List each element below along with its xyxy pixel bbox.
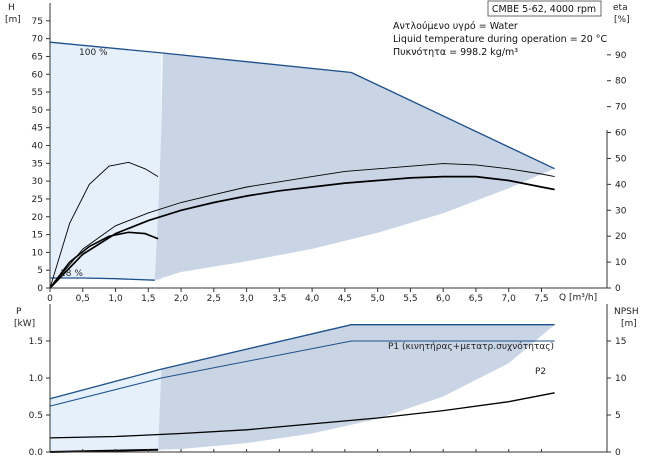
eta-tick-label: 40 bbox=[615, 180, 627, 190]
eta-tick-label: 90 bbox=[615, 51, 627, 61]
annotation-18-percent: 18 % bbox=[60, 269, 83, 279]
p1-curve bbox=[49, 324, 555, 400]
y-axis-label-npsh: NPSH bbox=[614, 307, 639, 317]
power-range-dark bbox=[158, 324, 555, 450]
x-tick-label: 4,0 bbox=[305, 294, 320, 304]
y-axis-label-eta: eta bbox=[613, 3, 628, 13]
y-tick-label: 60 bbox=[32, 70, 44, 80]
info-line-temperature: Liquid temperature during operation = 20… bbox=[393, 34, 608, 45]
chart-title: CMBE 5-62, 4000 rpm bbox=[492, 4, 596, 15]
info-line-liquid: Αντλούμενο υγρό = Water bbox=[393, 21, 518, 32]
y-tick-label: 5 bbox=[37, 266, 43, 276]
y-tick-label: 15 bbox=[32, 231, 43, 241]
info-line-density: Πυκνότητα = 998.2 kg/m³ bbox=[393, 47, 518, 58]
npsh-tick-label: 10 bbox=[615, 374, 627, 384]
x-tick-label: 1,0 bbox=[108, 294, 123, 304]
eta-lower-curve bbox=[49, 175, 555, 289]
x-tick-label: 5,5 bbox=[403, 294, 417, 304]
eta-tick-label: 60 bbox=[615, 129, 627, 139]
p-tick-label: 0.5 bbox=[29, 411, 43, 421]
operating-range-light bbox=[50, 42, 162, 281]
y-axis-unit-npsh: [m] bbox=[621, 319, 637, 329]
y-axis-label-h: H bbox=[8, 3, 15, 13]
y-tick-label: 30 bbox=[32, 177, 44, 187]
legend-p2: P2 bbox=[535, 367, 546, 377]
power-npsh-axes: 0.0 0.5 1.0 1.5 0 5 10 15 bbox=[29, 304, 627, 458]
eta-upper-curve bbox=[49, 163, 555, 289]
npsh-tick-label: 5 bbox=[615, 411, 621, 421]
y-tick-label: 25 bbox=[32, 195, 43, 205]
y-axis-unit-h: [m] bbox=[5, 15, 21, 25]
eta-tick-label: 50 bbox=[615, 154, 627, 164]
x-tick-label: 2,5 bbox=[207, 294, 221, 304]
eta-tick-label: 20 bbox=[615, 232, 627, 242]
eta-tick-label: 30 bbox=[615, 206, 627, 216]
power-range-light bbox=[50, 369, 162, 452]
x-tick-label: 3,0 bbox=[239, 294, 254, 304]
p2-curve bbox=[49, 340, 555, 407]
y-tick-label: 70 bbox=[32, 35, 44, 45]
y-axis-unit-p: [kW] bbox=[14, 319, 35, 329]
y-tick-label: 35 bbox=[32, 159, 43, 169]
npsh-curve bbox=[49, 392, 555, 439]
y-tick-label: 65 bbox=[32, 52, 43, 62]
eta-small-curve-b bbox=[49, 231, 159, 289]
pump-curve-axes: 0 5 10 15 20 25 30 35 40 45 50 55 60 65 70 75 0 10 20 30 40 5… bbox=[32, 3, 627, 304]
y-tick-label: 55 bbox=[32, 88, 43, 98]
p-tick-label: 1.0 bbox=[29, 374, 44, 384]
npsh-tick-label: 15 bbox=[615, 337, 626, 347]
head-min-curve bbox=[50, 277, 155, 281]
x-tick-label: 4,5 bbox=[338, 294, 352, 304]
x-tick-label: 2,0 bbox=[174, 294, 189, 304]
x-tick-label: 7,0 bbox=[502, 294, 517, 304]
y-tick-label: 50 bbox=[32, 106, 44, 116]
x-tick-label: 1,5 bbox=[141, 294, 155, 304]
y-tick-label: 0 bbox=[37, 284, 43, 294]
y-tick-label: 10 bbox=[32, 248, 44, 258]
y-tick-label: 40 bbox=[32, 142, 44, 152]
x-tick-label: 7,5 bbox=[534, 294, 548, 304]
y-axis-label-p: P bbox=[16, 307, 22, 317]
npsh-tick-label: 0 bbox=[615, 448, 621, 458]
info-box: CMBE 5-62, 4000 rpm Αντλούμενο υγρό = Wa… bbox=[393, 0, 608, 58]
x-tick-label: 0 bbox=[47, 294, 53, 304]
power-npsh-panel: 0.0 0.5 1.0 1.5 0 5 10 15 P1 (κινητήρας+μετατρ.… bbox=[14, 304, 639, 458]
y-tick-label: 75 bbox=[32, 17, 43, 27]
p-tick-label: 0.0 bbox=[29, 448, 44, 458]
eta-tick-label: 10 bbox=[615, 258, 627, 268]
legend-p1: P1 (κινητήρας+μετατρ.συχνότητας) bbox=[388, 341, 554, 352]
x-axis-label: Q [m³/h] bbox=[559, 293, 597, 303]
operating-range-dark bbox=[154, 52, 555, 281]
eta-small-curve-a bbox=[49, 161, 159, 289]
x-tick-label: 6,0 bbox=[436, 294, 451, 304]
x-tick-label: 5,0 bbox=[370, 294, 385, 304]
x-tick-label: 3,5 bbox=[272, 294, 286, 304]
x-tick-label: 0,5 bbox=[76, 294, 90, 304]
head-max-curve bbox=[49, 41, 555, 170]
y-tick-label: 45 bbox=[32, 124, 43, 134]
pump-curve-panel: 0 5 10 15 20 25 30 35 40 45 50 55 60 65 70 75 0 10 20 30 40 5… bbox=[5, 0, 630, 304]
p-tick-label: 1.5 bbox=[29, 337, 43, 347]
x-tick-label: 6,5 bbox=[469, 294, 483, 304]
eta-tick-label: 80 bbox=[615, 77, 627, 87]
eta-tick-label: 0 bbox=[615, 284, 621, 294]
y-axis-unit-eta: [%] bbox=[614, 15, 630, 25]
annotation-100-percent: 100 % bbox=[79, 48, 108, 58]
eta-tick-label: 70 bbox=[615, 103, 627, 113]
y-tick-label: 20 bbox=[32, 213, 44, 223]
